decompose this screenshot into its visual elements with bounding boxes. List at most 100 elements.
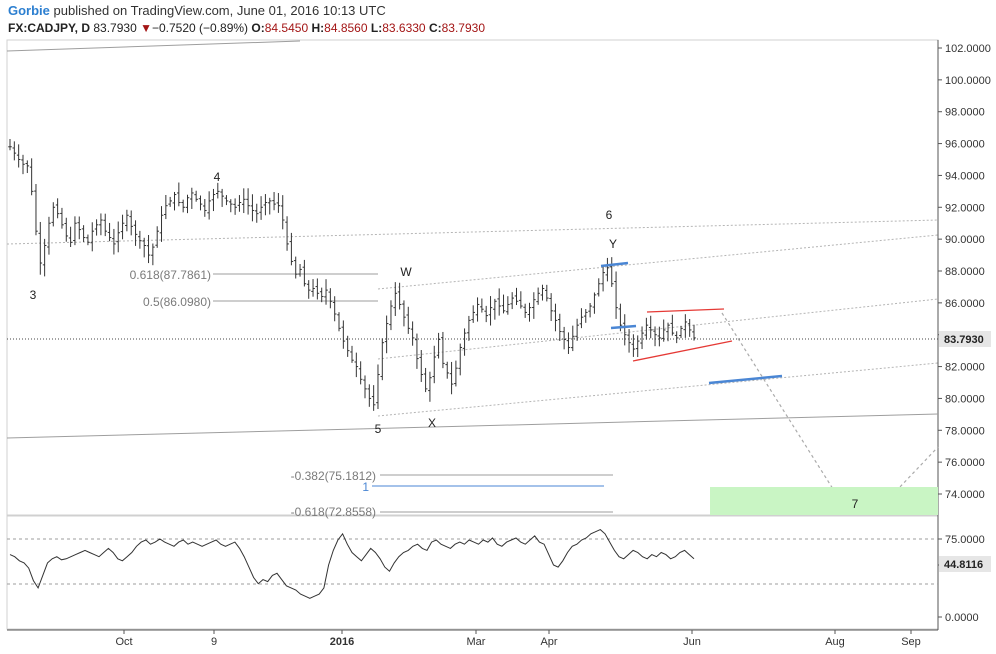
ohlc-bar bbox=[389, 300, 393, 331]
osc-value-tag bbox=[939, 556, 991, 572]
ohlc-bar bbox=[570, 325, 575, 352]
fib-neg0618-label: -0.618(72.8558) bbox=[291, 505, 376, 519]
fib-1-label: 1 bbox=[362, 480, 369, 494]
ohlc-bar bbox=[172, 191, 177, 211]
ohlc-bar bbox=[168, 196, 172, 207]
ohlc-bar bbox=[107, 222, 112, 242]
ohlc-bar bbox=[566, 332, 571, 354]
ohlc-bar bbox=[583, 309, 588, 323]
ohlc-bar bbox=[103, 213, 108, 237]
ohlc-bar bbox=[415, 333, 419, 369]
upper-trendline bbox=[6, 40, 301, 52]
fib-0618-label: 0.618(87.7861) bbox=[130, 268, 211, 282]
wave-label-y: Y bbox=[609, 237, 617, 251]
ohlc-bar bbox=[436, 332, 441, 359]
ohlc-bar bbox=[545, 284, 549, 302]
ohlc-bar bbox=[596, 278, 601, 297]
time-tick-label: Jun bbox=[683, 636, 701, 648]
ohlc-bar bbox=[77, 216, 82, 240]
down-arrow-icon: ▼ bbox=[140, 21, 152, 35]
last-price-tag bbox=[939, 331, 991, 347]
ohlc-bar bbox=[332, 296, 337, 322]
price-tick-label: 82.0000 bbox=[945, 362, 985, 374]
ohlc-bar bbox=[454, 360, 458, 387]
ohlc-bar bbox=[371, 385, 376, 411]
time-tick-label: Apr bbox=[540, 636, 557, 648]
triangle-lower-line bbox=[632, 340, 733, 362]
ohlc-bar bbox=[146, 234, 151, 264]
ohlc-bar bbox=[138, 230, 142, 249]
price-tick-label: 86.0000 bbox=[945, 298, 985, 310]
wave-label-4: 4 bbox=[214, 170, 221, 184]
ohlc-bar bbox=[254, 203, 259, 223]
blue-line-low bbox=[708, 374, 783, 385]
channel-line-3 bbox=[377, 298, 939, 360]
ohlc-bar bbox=[241, 188, 246, 214]
close-label: C: bbox=[428, 21, 442, 35]
ohlc-bar bbox=[159, 206, 164, 242]
ohlc-bar bbox=[449, 361, 454, 395]
ohlc-bar bbox=[60, 207, 64, 229]
ohlc-bar bbox=[116, 221, 121, 253]
ohlc-bar bbox=[527, 302, 532, 322]
price-tick-label: 88.0000 bbox=[945, 266, 985, 278]
ohlc-bar bbox=[198, 195, 203, 211]
ohlc-bar bbox=[393, 282, 398, 316]
ohlc-bar bbox=[133, 220, 138, 246]
ohlc-bar bbox=[519, 291, 523, 309]
ohlc-bar bbox=[670, 314, 675, 336]
ohlc-bar bbox=[293, 256, 298, 279]
ohlc-bar bbox=[406, 306, 411, 334]
ohlc-bar bbox=[423, 367, 428, 393]
open-label: O: bbox=[251, 21, 265, 35]
ohlc-bar bbox=[120, 214, 125, 240]
ohlc-bar bbox=[614, 271, 618, 319]
ohlc-bar bbox=[51, 202, 56, 227]
ohlc-bar bbox=[86, 234, 90, 246]
ohlc-bar bbox=[674, 331, 679, 344]
close-value: 83.7930 bbox=[441, 21, 486, 35]
ohlc-bar bbox=[341, 320, 346, 349]
ohlc-bar bbox=[683, 314, 688, 338]
lower-trendline bbox=[6, 413, 939, 439]
ohlc-bar bbox=[514, 287, 519, 306]
ohlc-bar bbox=[38, 221, 43, 275]
ohlc-bar bbox=[250, 194, 255, 222]
wave-label-w: W bbox=[400, 265, 412, 279]
ohlc-bar bbox=[432, 345, 437, 384]
time-tick-label: Aug bbox=[825, 636, 845, 648]
author-link[interactable]: Gorbie bbox=[8, 3, 50, 18]
price-tick-label: 78.0000 bbox=[945, 425, 985, 437]
ohlc-bar bbox=[609, 257, 614, 287]
ohlc-bar bbox=[635, 335, 640, 358]
price-tick-label: 98.0000 bbox=[945, 107, 985, 119]
ohlc-bar bbox=[267, 197, 272, 215]
time-tick-label: 9 bbox=[211, 636, 217, 648]
price-axis: 102.0000 100.0000 98.0000 96.0000 94.0000 92.… bbox=[938, 43, 991, 501]
oscillator-pane-frame bbox=[6, 515, 939, 630]
wave-label-7: 7 bbox=[852, 497, 859, 511]
ohlc-bar bbox=[16, 144, 21, 168]
ohlc-legend: FX:CADJPY, D 83.7930 ▼−0.7520 (−0.89%) O… bbox=[8, 21, 485, 35]
time-tick-label: Mar bbox=[467, 636, 486, 648]
ohlc-bar bbox=[441, 331, 445, 369]
open-value: 84.5450 bbox=[264, 21, 309, 35]
ohlc-bar bbox=[679, 325, 683, 339]
ohlc-bar bbox=[272, 192, 276, 211]
ohlc-bar bbox=[207, 191, 211, 220]
ohlc-bar bbox=[94, 219, 99, 236]
price-tick-label: 90.0000 bbox=[945, 234, 985, 246]
osc-tick-label: 75.0000 bbox=[945, 534, 985, 546]
ohlc-bar bbox=[203, 199, 207, 217]
ohlc-bar bbox=[8, 139, 12, 151]
ohlc-bar bbox=[540, 284, 545, 301]
ohlc-bar bbox=[211, 188, 216, 212]
ohlc-bar bbox=[324, 279, 328, 305]
ohlc-bar bbox=[99, 213, 103, 236]
ohlc-bar bbox=[233, 198, 237, 215]
ohlc-bar bbox=[345, 335, 350, 357]
publish-info: published on TradingView.com, June 01, 2… bbox=[53, 3, 386, 18]
ohlc-bar bbox=[73, 216, 77, 246]
ohlc-bar bbox=[506, 296, 510, 315]
